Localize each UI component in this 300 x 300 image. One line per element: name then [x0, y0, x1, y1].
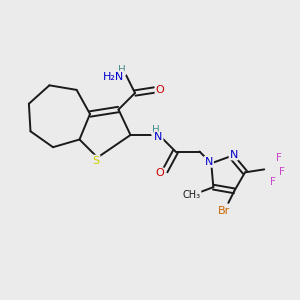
Text: N: N — [230, 149, 238, 160]
Text: H₂N: H₂N — [103, 71, 124, 82]
Text: F: F — [279, 167, 285, 177]
Text: S: S — [92, 155, 100, 166]
Text: N: N — [205, 157, 213, 167]
Text: O: O — [155, 85, 164, 95]
Text: F: F — [276, 153, 282, 163]
Text: Br: Br — [218, 206, 230, 216]
Text: O: O — [155, 168, 164, 178]
Text: H: H — [118, 64, 125, 75]
Text: H: H — [152, 124, 160, 135]
Text: CH₃: CH₃ — [182, 190, 200, 200]
Text: F: F — [270, 177, 276, 187]
Text: N: N — [154, 132, 163, 142]
